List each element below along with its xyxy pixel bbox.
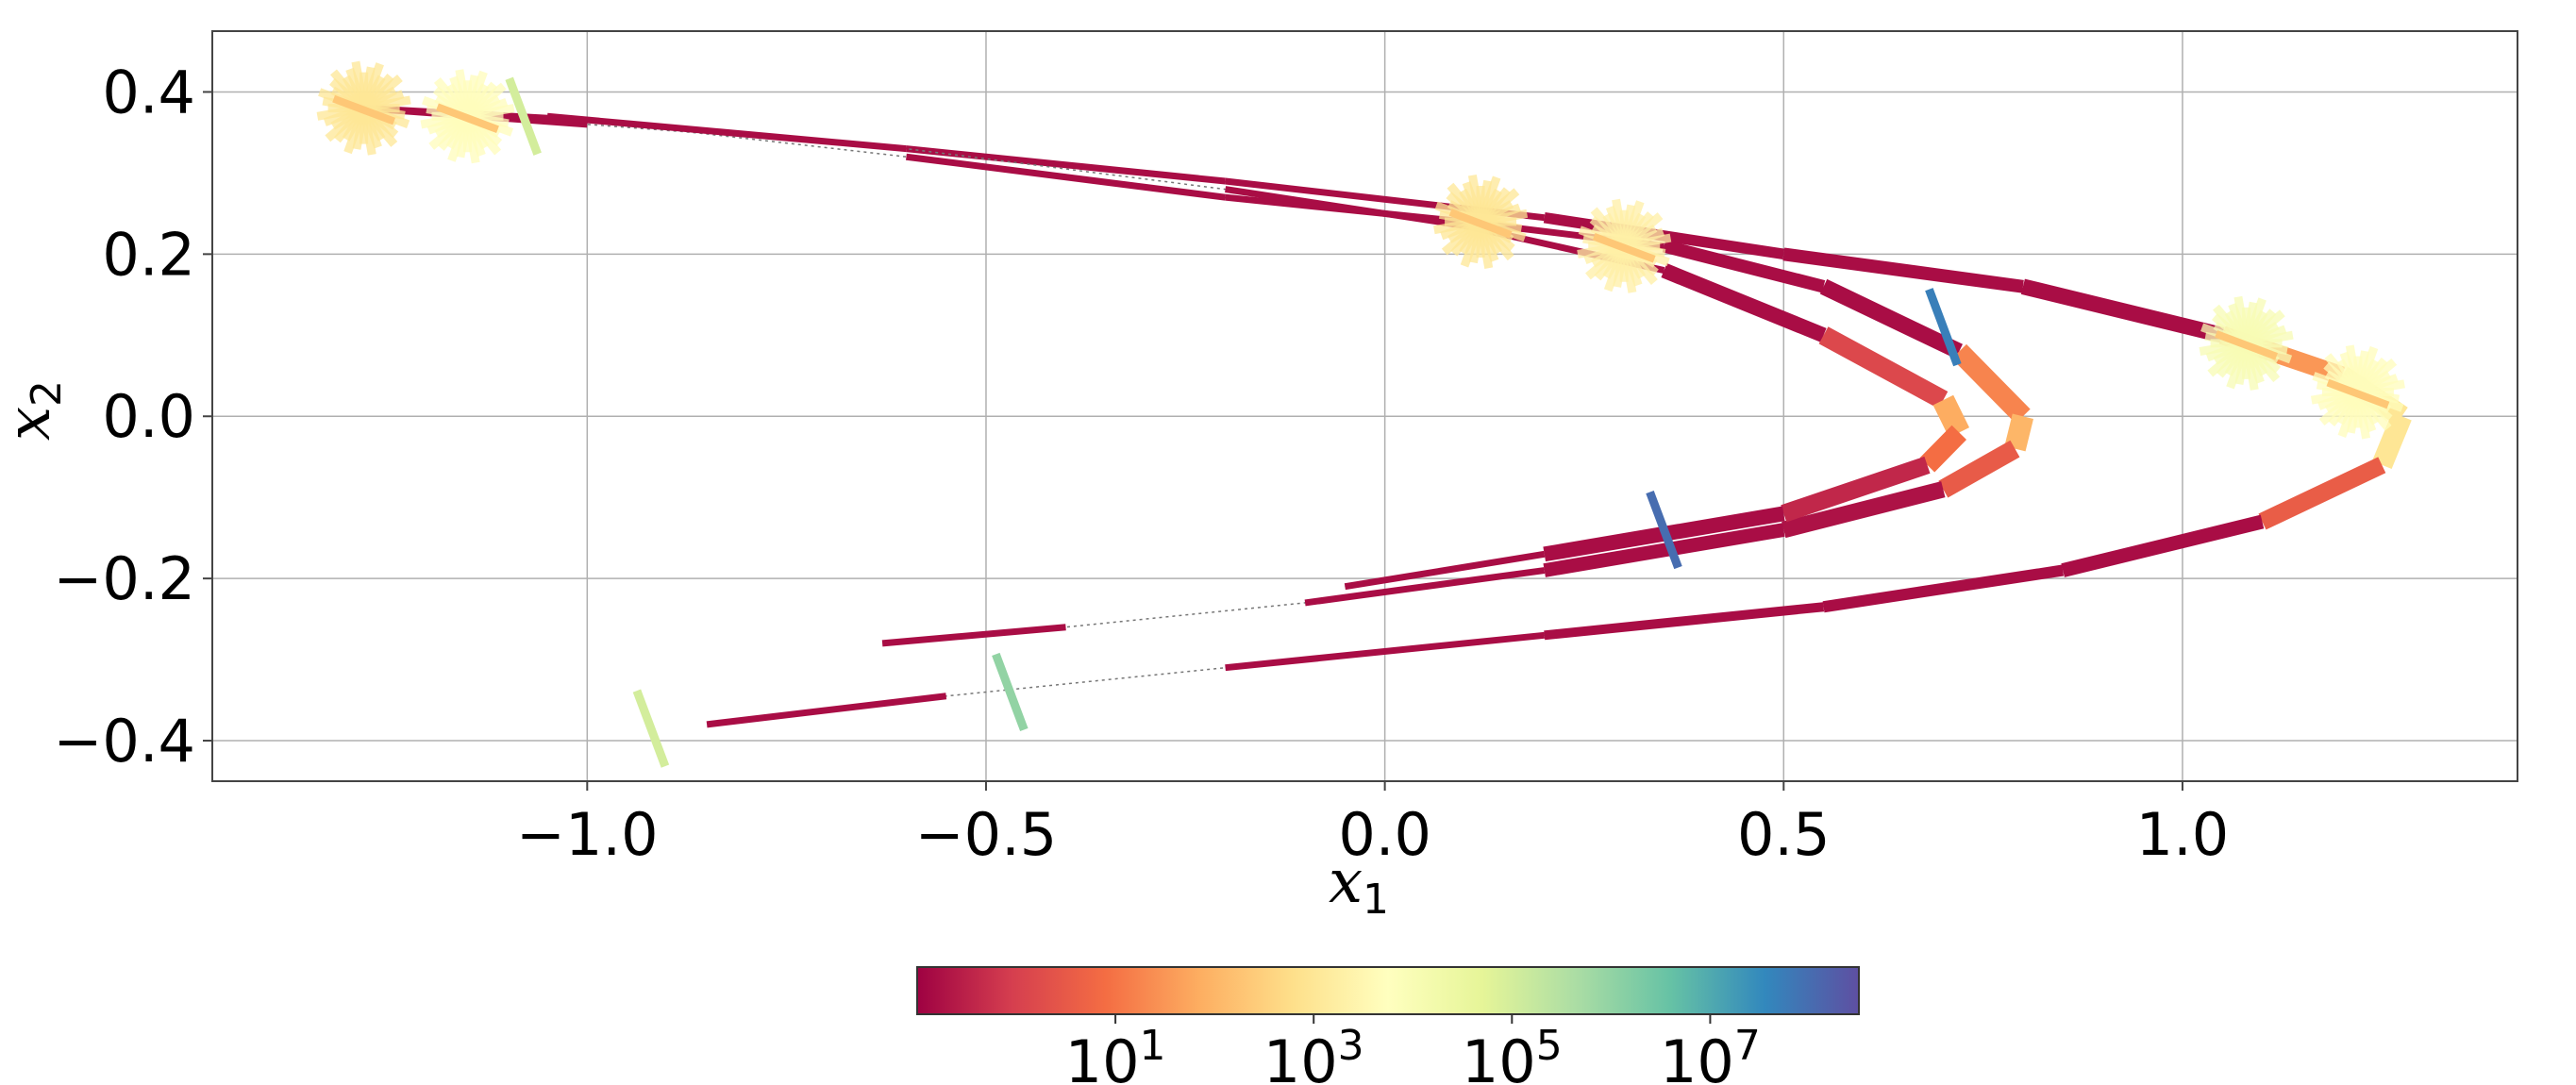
- trajectory-segment: [881, 624, 1066, 647]
- y-axis-label-text: x: [0, 407, 64, 441]
- x-axis-label-sub: 1: [1363, 876, 1389, 924]
- bar-marker: [632, 689, 670, 768]
- y-axis-label-sub: 2: [23, 380, 71, 407]
- bar-marker: [505, 76, 542, 156]
- trajectory-segment: [2258, 457, 2386, 530]
- trajectory-segment: [906, 145, 1226, 185]
- fan-marker: [316, 60, 411, 156]
- y-axis-label: x2: [0, 380, 71, 441]
- colorbar-tick-label: 105: [1462, 1022, 1563, 1085]
- trajectory-segment: [546, 112, 907, 153]
- bar-marker: [1646, 490, 1682, 570]
- fan-marker: [1577, 198, 1672, 293]
- trajectory-segment: [706, 693, 947, 728]
- trajectory-segment: [1344, 550, 1546, 591]
- trajectory-segment: [1225, 631, 1546, 672]
- x-tick-label: 0.5: [1737, 800, 1831, 869]
- fan-marker: [420, 69, 515, 164]
- y-tick-label: 0.4: [102, 58, 195, 126]
- x-ticks: −1.0 −0.5 0.0 0.5 1.0: [516, 781, 2229, 869]
- x-axis-label: x1: [1329, 847, 1389, 924]
- fan-marker: [2199, 295, 2294, 391]
- x-tick-label: 0.0: [1338, 800, 1431, 869]
- x-tick-label: 1.0: [2136, 800, 2230, 869]
- y-tick-label: 0.0: [102, 382, 195, 451]
- colorbar-tick-label: 101: [1065, 1022, 1166, 1085]
- fan-marker: [1433, 174, 1529, 269]
- trajectory-segment: [2371, 412, 2412, 470]
- bar-marker: [992, 652, 1029, 732]
- trajectory-segment: [2020, 278, 2225, 343]
- trajectory-segment: [1938, 440, 2020, 498]
- trajectory-segment: [1543, 523, 1785, 577]
- grid: [212, 31, 2517, 781]
- trajectory-segment: [2061, 514, 2265, 577]
- y-tick-label: −0.2: [53, 544, 195, 613]
- trajectory-segment: [1781, 456, 1931, 523]
- trajectory-line-middle-trajectory: [363, 107, 2024, 644]
- trajectory-segment: [1781, 481, 1946, 539]
- annotations: [316, 60, 2405, 768]
- trajectory-segment: [1819, 278, 1963, 359]
- trajectory-segment: [1951, 343, 2031, 424]
- colorbar-ticks: 101 103 105 107: [1065, 1014, 1761, 1085]
- trajectory-segment: [1661, 263, 1827, 342]
- y-tick-label: −0.4: [53, 707, 195, 776]
- trajectory-segment: [2004, 413, 2034, 452]
- trajectory-segment: [1932, 394, 1970, 438]
- fan-marker: [2310, 344, 2405, 440]
- trajectory-segment: [1919, 425, 1967, 473]
- trajectory-segment: [1662, 240, 1826, 293]
- trajectory-segment: [1304, 567, 1546, 607]
- trajectory-segment: [1225, 186, 1465, 229]
- y-tick-label: 0.2: [102, 220, 195, 289]
- colorbar: [916, 966, 1860, 1015]
- trajectory-segment: [1782, 247, 2024, 293]
- x-tick-label: −1.0: [516, 800, 659, 869]
- bar-marker: [1925, 288, 1962, 367]
- plot-frame: [211, 30, 2518, 782]
- colorbar-tick-label: 107: [1660, 1022, 1761, 1085]
- trajectory-segment: [1818, 326, 1949, 409]
- x-tick-label: −0.5: [915, 800, 1058, 869]
- colorbar-tick-label: 103: [1263, 1022, 1364, 1085]
- y-ticks: 0.4 0.2 0.0 −0.2 −0.4: [53, 58, 212, 776]
- trajectory-segment: [1822, 564, 2065, 613]
- trajectory-segment: [1544, 602, 1825, 641]
- x-axis-label-text: x: [1329, 847, 1363, 917]
- trajectory-segment: [905, 153, 1227, 201]
